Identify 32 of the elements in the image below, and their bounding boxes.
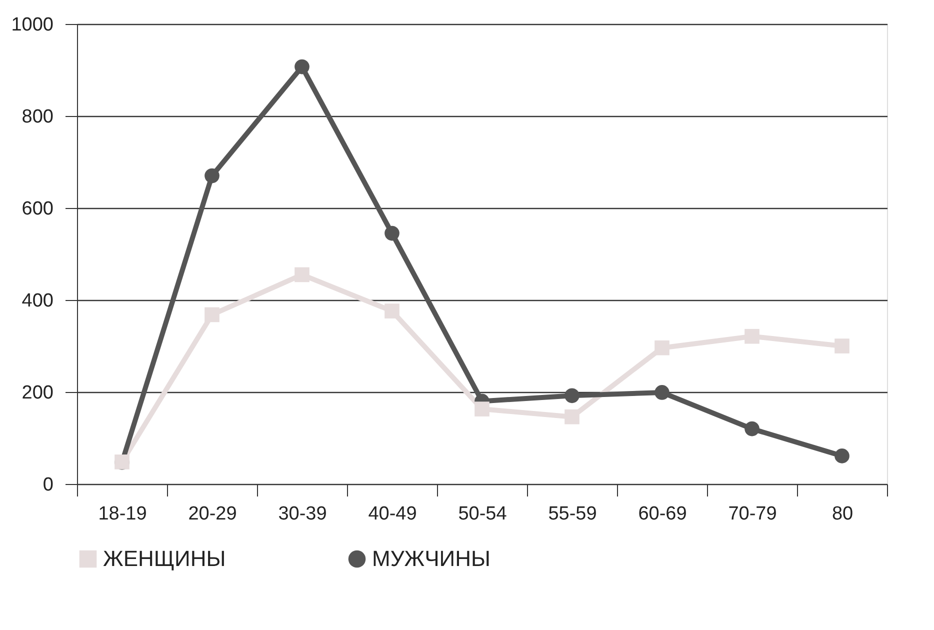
- point: [384, 304, 400, 318]
- y-tick-label: 1000: [11, 14, 54, 36]
- y-tick-label: 0: [42, 474, 54, 496]
- point: [744, 421, 760, 436]
- point: [654, 340, 670, 356]
- x-tick-label: 40-49: [368, 504, 417, 524]
- point: [294, 59, 310, 74]
- x-tick-label: 55-59: [548, 504, 597, 524]
- point: [564, 388, 580, 404]
- x-tick-label: 70-79: [728, 504, 777, 524]
- point: [204, 168, 220, 184]
- point: [384, 226, 400, 241]
- y-tick-label: 800: [22, 106, 54, 128]
- x-tick-label: 50-54: [458, 504, 508, 524]
- x-tick-label: 20-29: [188, 504, 237, 524]
- point: [744, 328, 760, 344]
- legend-label: ЖЕНЩИНЫ: [103, 546, 226, 571]
- x-tick-label: 80: [832, 504, 854, 524]
- point: [474, 402, 490, 416]
- point: [654, 385, 670, 400]
- y-tick-label: 200: [22, 382, 54, 404]
- legend-label: МУЖЧИНЫ: [372, 546, 490, 571]
- y-tick-label: 400: [22, 290, 54, 312]
- point: [204, 307, 220, 322]
- x-tick-label: 18-19: [98, 504, 147, 524]
- point: [294, 267, 310, 282]
- x-tick-label: 60-69: [638, 504, 687, 524]
- point: [834, 338, 850, 354]
- y-tick-label: 600: [22, 198, 54, 220]
- x-tick-label: 30-39: [278, 504, 327, 524]
- point: [564, 409, 580, 424]
- point: [834, 448, 850, 464]
